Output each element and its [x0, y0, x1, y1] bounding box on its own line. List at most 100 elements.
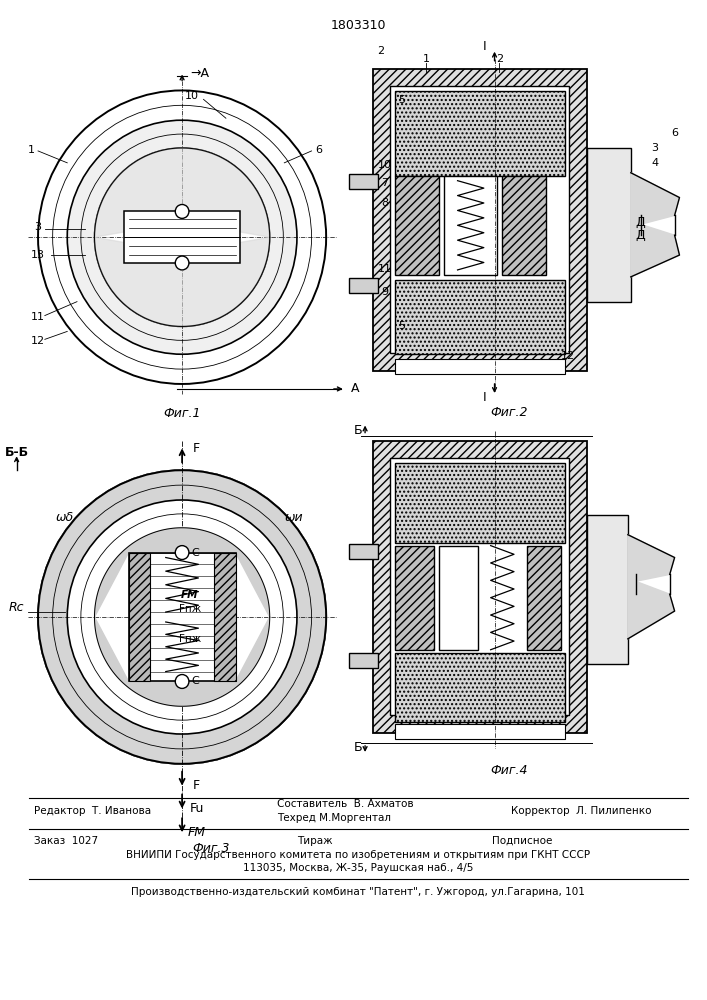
- Text: Заказ  1027: Заказ 1027: [34, 836, 98, 846]
- Circle shape: [175, 546, 189, 560]
- Text: Фиг.1: Фиг.1: [163, 407, 201, 420]
- Text: I: I: [483, 391, 486, 404]
- Text: FM: FM: [181, 590, 199, 600]
- Text: Редактор  Т. Иванова: Редактор Т. Иванова: [34, 806, 151, 816]
- Text: 13: 13: [31, 250, 45, 260]
- Bar: [390, 86, 569, 353]
- Bar: [349, 544, 378, 559]
- Text: 10: 10: [378, 160, 392, 170]
- Circle shape: [95, 528, 269, 706]
- Bar: [395, 653, 565, 722]
- Circle shape: [38, 470, 326, 764]
- Bar: [587, 148, 631, 302]
- Text: I: I: [483, 40, 486, 53]
- Polygon shape: [38, 470, 326, 764]
- Text: 11: 11: [378, 264, 392, 274]
- Text: 12: 12: [31, 336, 45, 346]
- Text: Техред М.Моргентал: Техред М.Моргентал: [277, 813, 392, 823]
- Polygon shape: [95, 148, 269, 237]
- Bar: [439, 546, 478, 650]
- Polygon shape: [95, 528, 269, 617]
- Bar: [390, 458, 569, 715]
- Text: 2: 2: [377, 46, 384, 56]
- Text: Фиг.2: Фиг.2: [491, 406, 528, 419]
- Bar: [395, 724, 565, 739]
- Text: 6: 6: [315, 145, 322, 155]
- Polygon shape: [628, 535, 674, 639]
- Bar: [129, 553, 150, 681]
- Bar: [444, 176, 498, 275]
- Text: Фиг.3: Фиг.3: [192, 842, 230, 855]
- Bar: [395, 91, 565, 176]
- Text: Fпж: Fпж: [179, 604, 201, 614]
- Bar: [129, 553, 235, 681]
- Bar: [373, 440, 587, 733]
- Text: C: C: [192, 676, 199, 686]
- Circle shape: [38, 90, 326, 384]
- Text: F: F: [193, 779, 200, 792]
- Text: 2: 2: [496, 54, 503, 64]
- Bar: [349, 174, 378, 189]
- Text: 1: 1: [423, 54, 430, 64]
- Text: 12: 12: [561, 351, 575, 361]
- Text: 5: 5: [399, 95, 406, 105]
- Text: Составитель  В. Ахматов: Составитель В. Ахматов: [277, 799, 414, 809]
- Text: 1803310: 1803310: [330, 19, 386, 32]
- Text: 6: 6: [671, 128, 678, 138]
- Text: Фиг.4: Фиг.4: [491, 764, 528, 777]
- Text: 5: 5: [399, 321, 406, 331]
- Text: Б: Б: [354, 424, 363, 437]
- Circle shape: [175, 204, 189, 218]
- Text: Производственно-издательский комбинат "Патент", г. Ужгород, ул.Гагарина, 101: Производственно-издательский комбинат "П…: [132, 887, 585, 897]
- Text: Д: Д: [636, 216, 645, 229]
- Text: Подписное: Подписное: [491, 836, 552, 846]
- Text: Тираж: Тираж: [297, 836, 332, 846]
- Text: 7: 7: [381, 178, 388, 188]
- Polygon shape: [631, 173, 679, 277]
- Text: ωδ: ωδ: [57, 511, 74, 524]
- Bar: [395, 176, 439, 275]
- Text: 1: 1: [28, 145, 35, 155]
- Text: 8: 8: [381, 198, 388, 208]
- Bar: [349, 653, 378, 668]
- Circle shape: [95, 148, 269, 326]
- Bar: [587, 515, 628, 664]
- Circle shape: [175, 675, 189, 688]
- Text: 3: 3: [652, 143, 659, 153]
- Text: 11: 11: [31, 312, 45, 322]
- Text: A: A: [351, 382, 359, 395]
- Bar: [395, 463, 565, 543]
- Text: C: C: [192, 548, 199, 558]
- Text: 113035, Москва, Ж-35, Раушская наб., 4/5: 113035, Москва, Ж-35, Раушская наб., 4/5: [243, 863, 474, 873]
- Bar: [373, 69, 587, 371]
- Bar: [395, 546, 434, 650]
- Text: ВНИИПИ Государственного комитета по изобретениям и открытиям при ГКНТ СССР: ВНИИПИ Государственного комитета по изоб…: [127, 850, 590, 860]
- Text: Fu: Fu: [189, 802, 204, 815]
- Text: ωи: ωи: [285, 511, 303, 524]
- Text: 9: 9: [381, 287, 388, 297]
- Polygon shape: [95, 237, 269, 326]
- Text: Б-Б: Б-Б: [4, 446, 29, 459]
- Text: 4: 4: [652, 158, 659, 168]
- Bar: [214, 553, 235, 681]
- Text: Д: Д: [636, 229, 645, 242]
- Circle shape: [175, 256, 189, 270]
- Text: F: F: [193, 442, 200, 455]
- Bar: [395, 359, 565, 374]
- Bar: [124, 211, 240, 263]
- Text: →A: →A: [190, 67, 209, 80]
- Text: 3: 3: [35, 222, 42, 232]
- Text: Rc: Rc: [9, 601, 24, 614]
- Text: Fпж: Fпж: [179, 634, 201, 644]
- Bar: [503, 176, 546, 275]
- Text: FM: FM: [187, 826, 206, 839]
- Circle shape: [67, 500, 297, 734]
- Bar: [349, 278, 378, 293]
- Text: 10: 10: [185, 91, 199, 101]
- Bar: [395, 280, 565, 354]
- Circle shape: [67, 120, 297, 354]
- Text: Корректор  Л. Пилипенко: Корректор Л. Пилипенко: [511, 806, 652, 816]
- Bar: [527, 546, 561, 650]
- Polygon shape: [95, 617, 269, 706]
- Text: Б: Б: [354, 741, 363, 754]
